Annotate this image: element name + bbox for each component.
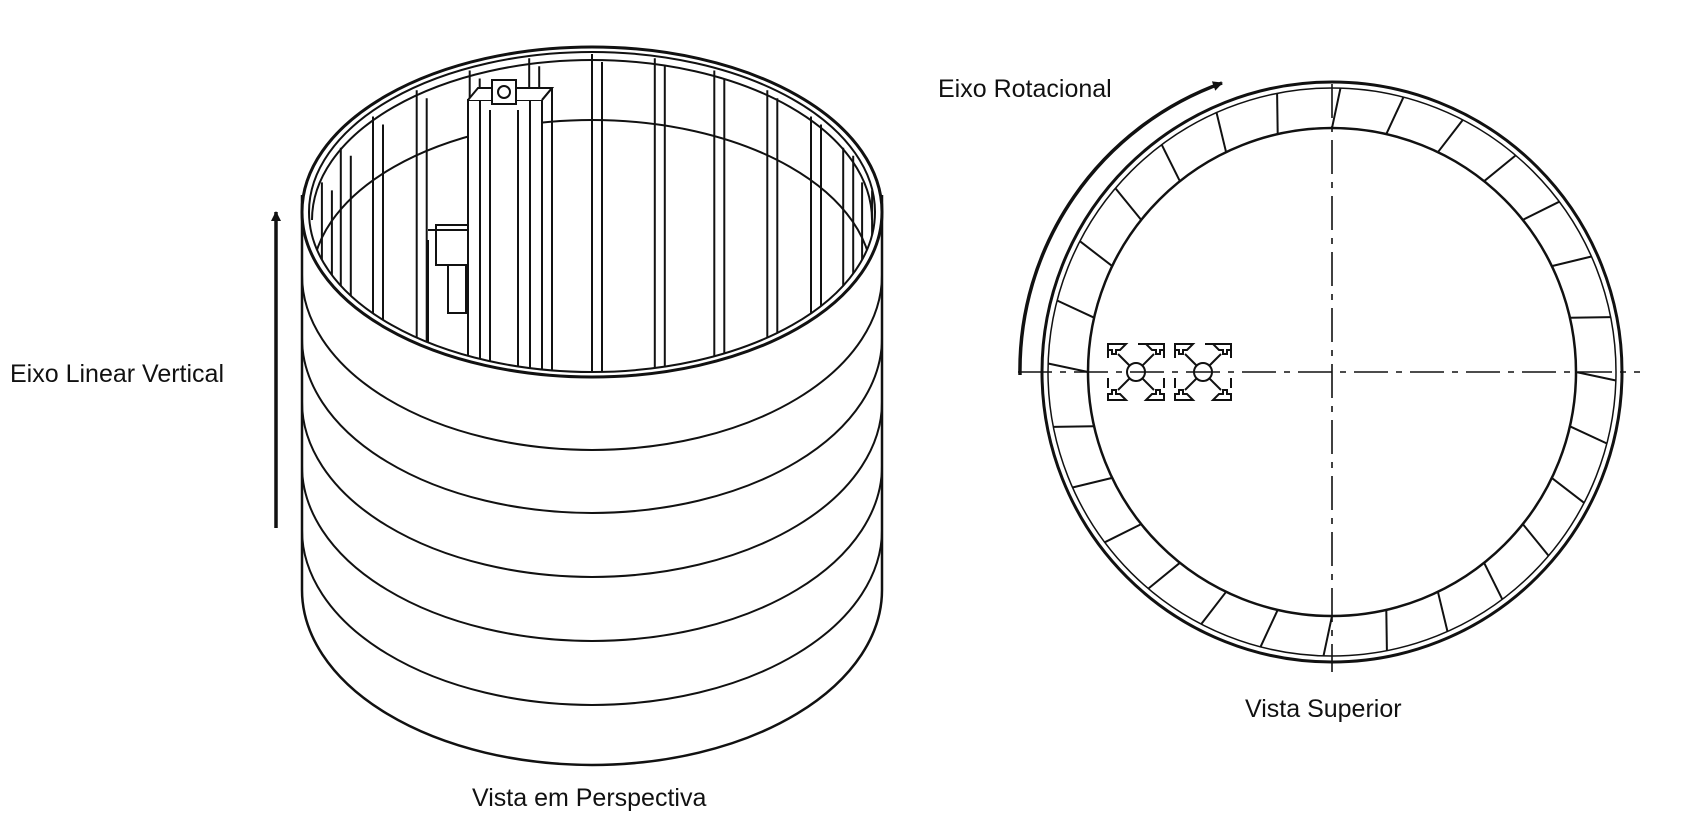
shell-ring (301, 274, 883, 451)
shell-ring (301, 465, 883, 642)
ring-spoke (1483, 154, 1517, 182)
profile-corners (1174, 343, 1232, 401)
ring-spoke (1053, 425, 1095, 428)
inner-structure (311, 52, 874, 372)
ring-spoke (1331, 87, 1342, 129)
ring-spoke (1072, 476, 1113, 489)
ring-spoke (1160, 144, 1181, 182)
profile-core (1126, 362, 1146, 382)
shell-ring (301, 529, 883, 706)
ring-spoke (1437, 119, 1464, 153)
ring-spoke (1436, 591, 1449, 632)
perspective-view-caption: Vista em Perspectiva (472, 784, 706, 812)
vertical-profile (427, 79, 555, 372)
ring-spoke (1483, 562, 1504, 600)
ring-spoke (1047, 362, 1089, 373)
profile-corners (1107, 343, 1165, 401)
ring-spoke (1522, 523, 1550, 557)
ring-spoke (1522, 200, 1560, 221)
ring-spokes (1047, 87, 1617, 657)
inner-ring (311, 59, 873, 221)
shell-rings (301, 274, 883, 706)
ring-spoke (1276, 93, 1279, 135)
ring-spoke (1385, 96, 1405, 135)
profile-web (1208, 377, 1222, 391)
top-view (1018, 80, 1640, 672)
top-rim-inner (308, 51, 876, 373)
ring-spoke (1569, 316, 1611, 319)
ring-spoke (1079, 240, 1113, 267)
ring-spoke (1114, 187, 1142, 221)
ring-spoke (1575, 371, 1617, 382)
ring-spoke (1259, 609, 1279, 648)
ring-spoke (1569, 425, 1608, 445)
top-view-caption: Vista Superior (1245, 695, 1402, 723)
profile-web (1208, 353, 1222, 367)
profile-web (1117, 377, 1131, 391)
profile-cross-sections (1107, 343, 1232, 401)
shell-ring (301, 337, 883, 514)
rotational-axis-arrow (1018, 81, 1223, 376)
ring-spoke (1200, 591, 1227, 625)
profile-section (1174, 343, 1232, 401)
profile-section (1107, 343, 1165, 401)
ring-spoke (1551, 255, 1592, 268)
rotational-axis-label: Eixo Rotacional (938, 75, 1112, 103)
profile-web (1141, 353, 1155, 367)
ring-spoke (1385, 609, 1388, 651)
inner-ring (311, 119, 873, 281)
ring-spoke (1215, 112, 1228, 153)
ring-spoke (1056, 299, 1095, 319)
profile-web (1117, 353, 1131, 367)
profile-web (1184, 377, 1198, 391)
ring-spoke (1322, 615, 1333, 657)
profile-web (1184, 353, 1198, 367)
shell-ring (301, 401, 883, 578)
perspective-view (300, 45, 884, 767)
ring-spoke (1147, 562, 1181, 590)
top-rim-outer (300, 45, 884, 379)
cylinder-outline (300, 195, 884, 767)
ring-spoke (1104, 523, 1142, 544)
profile-core (1193, 362, 1213, 382)
ring-spoke (1551, 477, 1585, 504)
profile-web (1141, 377, 1155, 391)
vertical-axis-label: Eixo Linear Vertical (10, 360, 224, 388)
